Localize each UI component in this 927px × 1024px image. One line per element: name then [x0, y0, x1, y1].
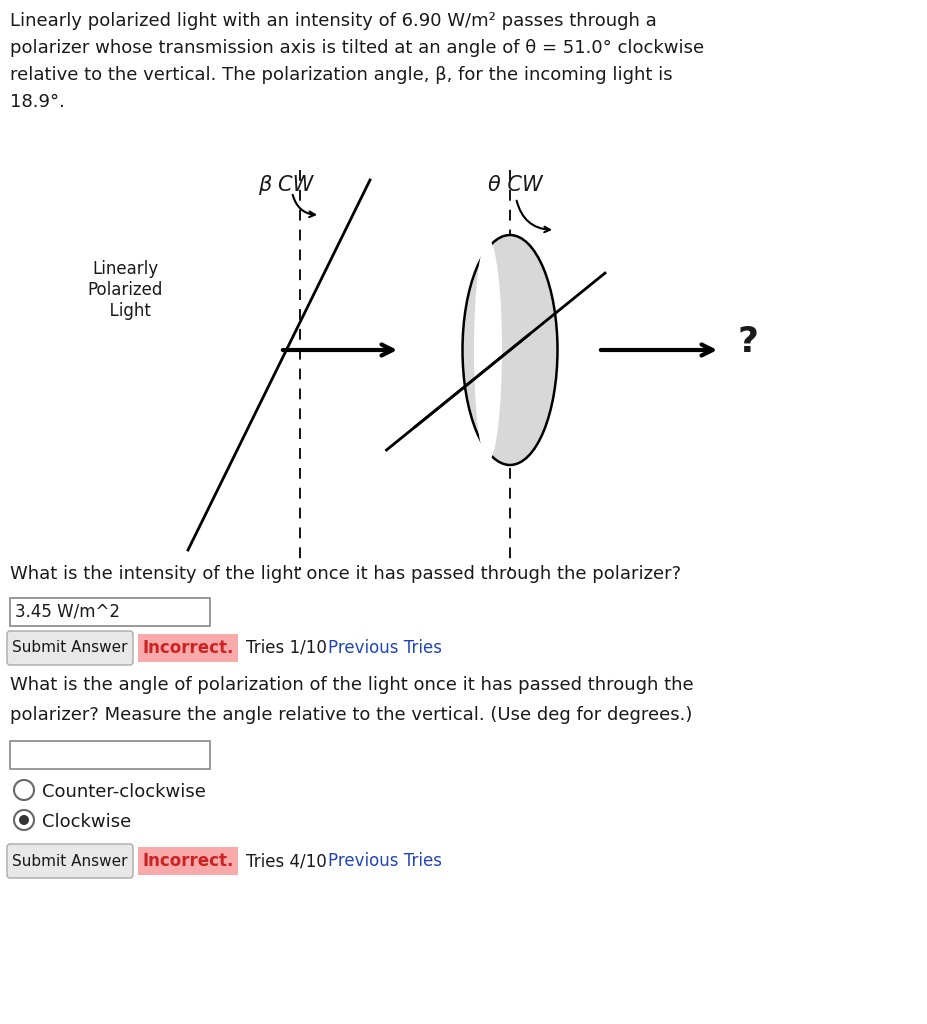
FancyBboxPatch shape	[7, 631, 133, 665]
Text: Linearly polarized light with an intensity of 6.90 W/m² passes through a: Linearly polarized light with an intensi…	[10, 12, 656, 30]
Text: 18.9°.: 18.9°.	[10, 93, 65, 111]
Text: Incorrect.: Incorrect.	[143, 852, 234, 870]
Circle shape	[19, 815, 29, 825]
Bar	[10, 741, 210, 769]
Text: relative to the vertical. The polarization angle, β, for the incoming light is: relative to the vertical. The polarizati…	[10, 66, 673, 84]
Circle shape	[14, 780, 34, 800]
Text: Tries 1/10: Tries 1/10	[246, 639, 327, 657]
Text: polarizer whose transmission axis is tilted at an angle of θ = 51.0° clockwise: polarizer whose transmission axis is til…	[10, 39, 705, 57]
Text: Tries 4/10: Tries 4/10	[246, 852, 326, 870]
Text: What is the intensity of the light once it has passed through the polarizer?: What is the intensity of the light once …	[10, 565, 681, 583]
Text: 3.45 W/m^2: 3.45 W/m^2	[15, 603, 120, 621]
Text: Clockwise: Clockwise	[42, 813, 132, 831]
Bar	[138, 634, 238, 662]
Text: Previous Tries: Previous Tries	[328, 852, 442, 870]
Bar	[138, 847, 238, 874]
Text: ?: ?	[738, 325, 758, 359]
Ellipse shape	[474, 239, 502, 461]
Text: Incorrect.: Incorrect.	[143, 639, 234, 657]
Text: Previous Tries: Previous Tries	[328, 639, 442, 657]
Text: θ CW: θ CW	[488, 175, 542, 195]
Circle shape	[14, 810, 34, 830]
Text: Counter-clockwise: Counter-clockwise	[42, 783, 206, 801]
Bar	[10, 598, 210, 626]
Text: What is the angle of polarization of the light once it has passed through the: What is the angle of polarization of the…	[10, 676, 693, 694]
Text: polarizer? Measure the angle relative to the vertical. (Use deg for degrees.): polarizer? Measure the angle relative to…	[10, 706, 692, 724]
Text: β CW: β CW	[258, 175, 313, 195]
Text: Submit Answer: Submit Answer	[12, 853, 128, 868]
FancyBboxPatch shape	[7, 844, 133, 878]
Text: Submit Answer: Submit Answer	[12, 640, 128, 655]
Text: Linearly
Polarized
  Light: Linearly Polarized Light	[87, 260, 162, 319]
Ellipse shape	[463, 234, 557, 465]
